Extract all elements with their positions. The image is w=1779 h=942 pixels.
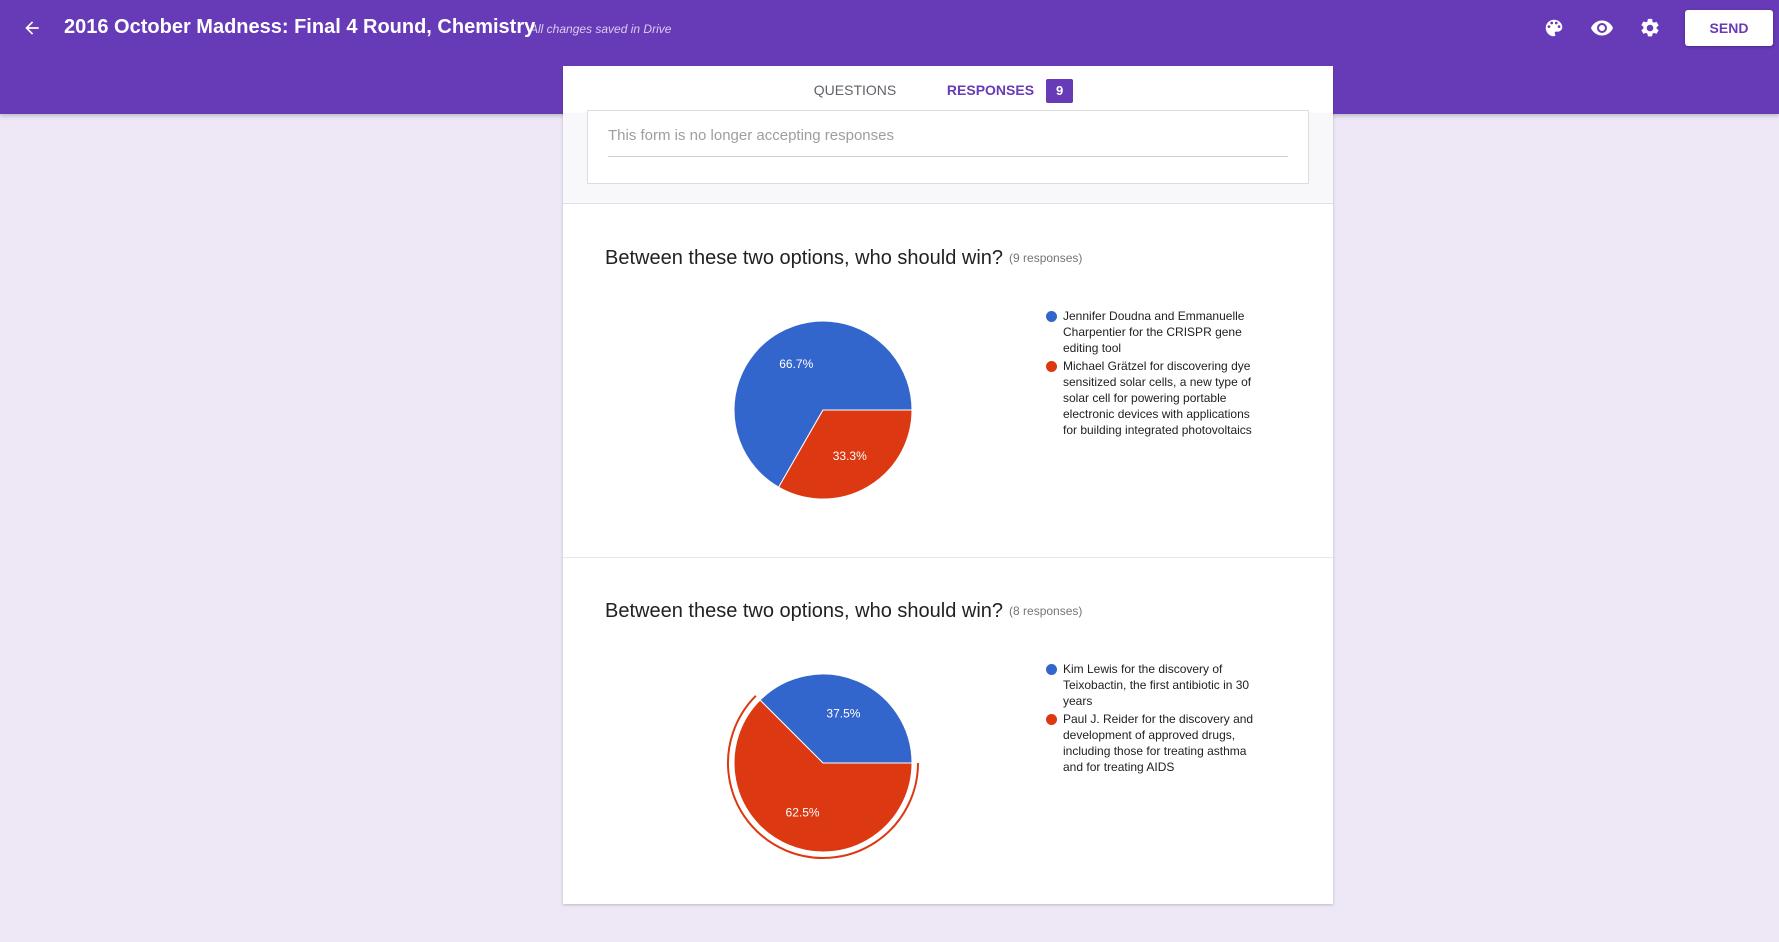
save-status: All changes saved in Drive (530, 22, 672, 36)
pie-slice-label: 62.5% (786, 805, 820, 819)
pie-slice[interactable] (733, 320, 913, 488)
legend-label: Michael Grätzel for discovering dye sens… (1063, 359, 1252, 437)
legend-swatch-blue (1046, 311, 1057, 322)
responses-sheet: This form is no longer accepting respons… (563, 110, 1333, 904)
eye-icon (1590, 16, 1614, 45)
question-title-text: Between these two options, who should wi… (605, 600, 1004, 622)
pie-slice-label: 33.3% (833, 449, 867, 463)
closed-message: This form is no longer accepting respons… (608, 127, 1288, 157)
pie-slice[interactable] (759, 673, 913, 764)
chart-legend: Jennifer Doudna and Emmanuelle Charpenti… (1046, 308, 1266, 440)
back-button[interactable] (16, 14, 48, 46)
arrow-back-icon (22, 18, 42, 43)
legend-swatch-blue (1046, 664, 1057, 675)
responses-count-badge: 9 (1046, 79, 1074, 104)
response-count: (9 responses) (1009, 251, 1083, 265)
legend-label: Paul J. Reider for the discovery and dev… (1063, 712, 1254, 774)
pie-chart: 66.7% 33.3% (733, 320, 913, 500)
tab-questions-label: QUESTIONS (813, 82, 897, 98)
legend-item[interactable]: Jennifer Doudna and Emmanuelle Charpenti… (1046, 308, 1266, 356)
send-button[interactable]: SEND (1685, 10, 1773, 46)
response-count: (8 responses) (1009, 604, 1083, 618)
pie-slice-highlight-ring (727, 695, 919, 859)
pie-slice-label: 37.5% (826, 707, 860, 721)
question-title: Between these two options, who should wi… (605, 247, 1082, 270)
pie-chart: 37.5% 62.5% (727, 673, 919, 859)
palette-icon (1543, 17, 1565, 44)
question-summary: Between these two options, who should wi… (563, 558, 1333, 904)
legend-item[interactable]: Paul J. Reider for the discovery and dev… (1046, 711, 1266, 775)
question-summary: Between these two options, who should wi… (563, 205, 1333, 558)
form-tabs: QUESTIONS RESPONSES 9 (563, 66, 1333, 114)
chart-legend: Kim Lewis for the discovery of Teixobact… (1046, 661, 1266, 777)
legend-item[interactable]: Kim Lewis for the discovery of Teixobact… (1046, 661, 1266, 709)
legend-swatch-red (1046, 714, 1057, 725)
pie-slice[interactable] (733, 699, 913, 853)
settings-button[interactable] (1633, 13, 1667, 47)
pie-slice[interactable] (777, 409, 913, 500)
tab-responses[interactable]: RESPONSES 9 (925, 66, 1095, 114)
accepting-responses-panel: This form is no longer accepting respons… (563, 110, 1333, 204)
question-title-text: Between these two options, who should wi… (605, 247, 1004, 269)
preview-button[interactable] (1585, 13, 1619, 47)
closed-message-box: This form is no longer accepting respons… (587, 110, 1309, 184)
pie-slice-label: 66.7% (779, 357, 813, 371)
gear-icon (1639, 17, 1661, 44)
form-title: 2016 October Madness: Final 4 Round, Che… (64, 16, 536, 38)
legend-label: Jennifer Doudna and Emmanuelle Charpenti… (1063, 309, 1245, 355)
tab-responses-label: RESPONSES (946, 82, 1035, 98)
customize-theme-button[interactable] (1537, 13, 1571, 47)
legend-label: Kim Lewis for the discovery of Teixobact… (1063, 662, 1250, 708)
legend-swatch-red (1046, 361, 1057, 372)
legend-item[interactable]: Michael Grätzel for discovering dye sens… (1046, 358, 1266, 438)
tab-questions[interactable]: QUESTIONS (785, 66, 925, 114)
question-title: Between these two options, who should wi… (605, 600, 1082, 623)
